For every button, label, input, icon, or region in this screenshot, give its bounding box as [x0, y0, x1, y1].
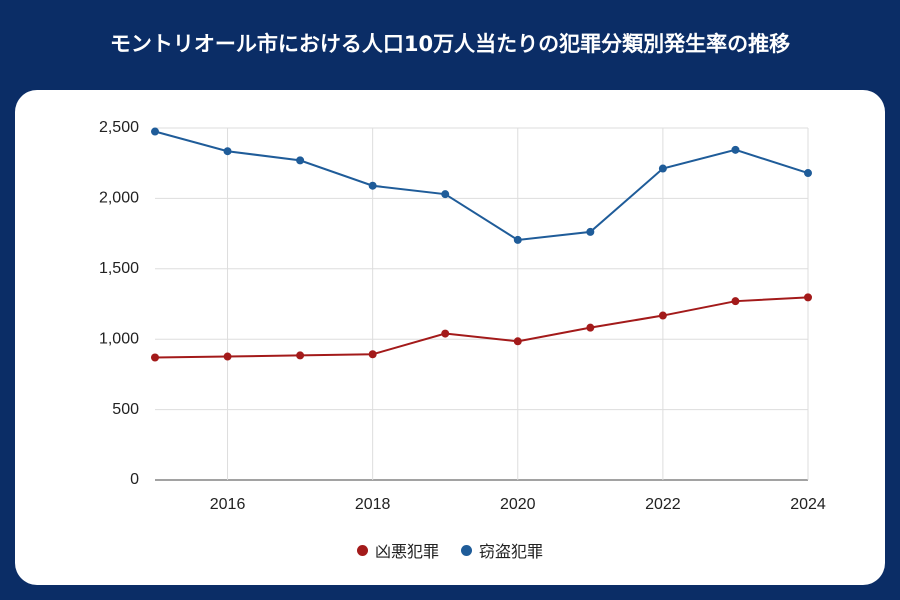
x-tick-label: 2022 — [645, 496, 681, 513]
data-point — [804, 169, 812, 178]
data-point — [223, 147, 232, 156]
legend-marker — [461, 544, 472, 556]
data-point — [804, 293, 812, 302]
data-point — [223, 352, 232, 361]
data-point — [151, 353, 159, 362]
x-tick-label: 2020 — [500, 496, 536, 513]
data-point — [368, 350, 377, 359]
data-point — [151, 127, 159, 136]
y-tick-label: 1,500 — [99, 260, 139, 277]
series-line — [154, 130, 809, 241]
data-point — [441, 329, 450, 338]
data-point — [513, 235, 522, 244]
x-tick-label: 2016 — [210, 496, 246, 513]
x-tick-label: 2024 — [790, 496, 826, 513]
grid — [155, 127, 809, 481]
y-tick-label: 2,000 — [99, 190, 139, 207]
legend-label: 凶悪犯罪 — [374, 542, 439, 561]
data-point — [658, 164, 667, 173]
data-point — [513, 337, 522, 346]
y-tick-label: 0 — [130, 471, 139, 488]
y-tick-label: 2,500 — [99, 119, 139, 136]
data-point — [658, 311, 667, 320]
legend-item: 窃盗犯罪 — [461, 538, 543, 562]
data-point — [731, 145, 740, 154]
data-point — [368, 181, 377, 190]
data-point — [731, 297, 740, 306]
data-point — [586, 323, 595, 332]
legend: 凶悪犯罪 窃盗犯罪 — [0, 538, 900, 562]
data-point — [586, 227, 595, 236]
chart-card — [15, 90, 885, 585]
series-line — [154, 296, 809, 359]
legend-marker — [356, 544, 368, 556]
data-point — [296, 351, 305, 360]
legend-item: 凶悪犯罪 — [356, 538, 439, 562]
y-tick-label: 500 — [112, 401, 139, 418]
data-point — [441, 190, 450, 199]
y-tick-label: 1,000 — [99, 330, 139, 347]
legend-label: 窃盗犯罪 — [479, 542, 544, 561]
x-tick-label: 2018 — [355, 496, 391, 513]
data-point — [296, 156, 305, 165]
chart-title: モントリオール市における人口10万人当たりの犯罪分類別発生率の推移 — [109, 32, 791, 56]
